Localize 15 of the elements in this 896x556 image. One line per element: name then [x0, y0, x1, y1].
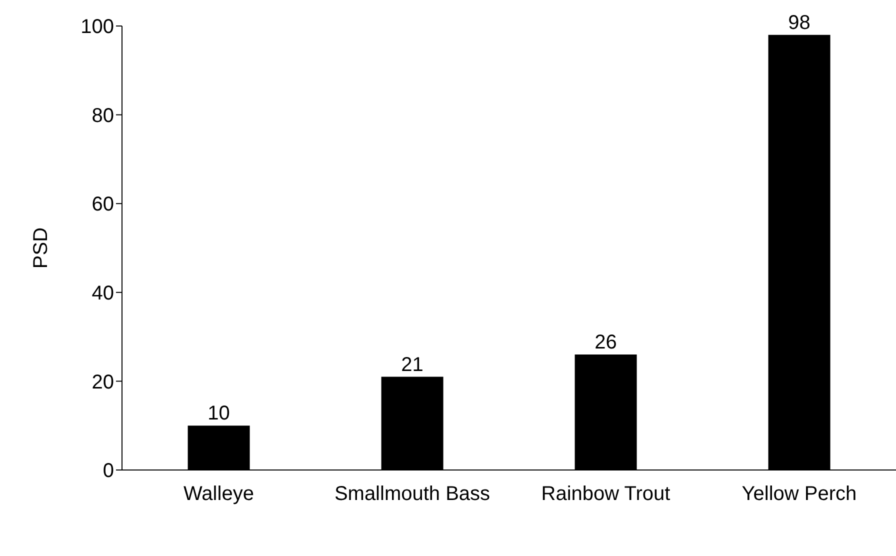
- y-tick-label: 0: [102, 460, 114, 482]
- y-tick-label: 80: [92, 104, 114, 127]
- y-tick-label: 20: [92, 371, 114, 394]
- x-tick-label: Rainbow Trout: [541, 483, 671, 506]
- data-label: 26: [594, 332, 617, 354]
- data-label: 98: [788, 12, 810, 34]
- data-label: 10: [208, 402, 230, 425]
- y-axis-title: PSD: [30, 227, 52, 269]
- x-tick-label: Yellow Perch: [742, 483, 857, 506]
- x-tick-label: Walleye: [184, 483, 254, 506]
- y-tick-label: 60: [92, 194, 114, 216]
- data-label: 21: [401, 354, 424, 376]
- y-tick-label: 100: [80, 16, 114, 38]
- x-tick-label: Smallmouth Bass: [334, 483, 490, 506]
- y-tick-label: 40: [92, 282, 114, 304]
